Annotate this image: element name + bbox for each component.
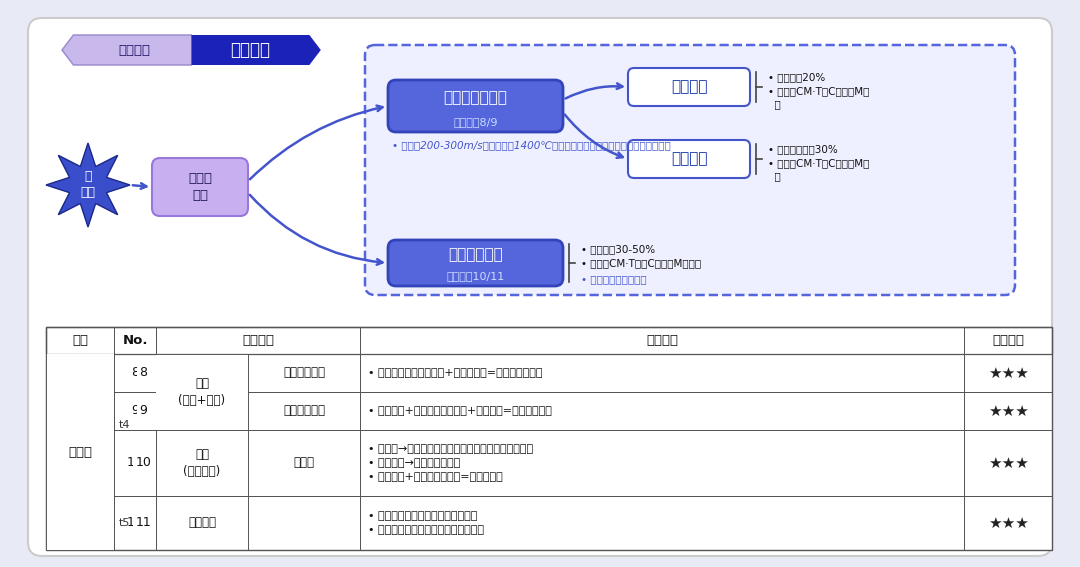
Text: 隔热
(固体残留): 隔热 (固体残留) [184,448,220,478]
Text: 步骤: 步骤 [72,334,87,347]
Text: 热蔓延: 热蔓延 [68,446,92,459]
Text: 影响因素: 影响因素 [242,334,274,347]
Bar [156,430,360,496]
FancyBboxPatch shape [627,140,750,178]
Bar [360,354,964,392]
Bar [964,327,1052,354]
FancyBboxPatch shape [388,240,563,286]
Bar [156,392,360,430]
Bar [46,354,114,392]
Bar [46,392,114,430]
Text: • 电芯开口方向控制引导+模组排气孔=极耳侧双向排气: • 电芯开口方向控制引导+模组排气孔=极耳侧双向排气 [368,368,542,378]
Text: • 速度：200-300m/s、温度高达1400℃、伴随电芯热失控喷发，可喷出到模组外部: • 速度：200-300m/s、温度高达1400℃、伴随电芯热失控喷发，可喷出到… [392,140,671,150]
Bar [964,430,1052,496]
Bar [360,496,964,550]
Bar [156,354,248,430]
Text: 内部气体管理: 内部气体管理 [283,404,325,417]
Bar [156,496,360,550]
Text: 8: 8 [131,366,139,379]
Text: 防火墙: 防火墙 [294,456,314,469]
Bar [156,327,360,354]
Bar [156,354,360,392]
Bar [114,430,156,496]
Text: 设计要点: 设计要点 [646,334,678,347]
Text: 热
失控: 热 失控 [81,171,95,200]
Text: 散热
(气体+颗粒): 散热 (气体+颗粒) [178,358,226,388]
Text: No.: No. [122,334,148,347]
Text: • 热量：CM·T中C较大，M较
  大: • 热量：CM·T中C较大，M较 大 [768,158,869,181]
Bar [360,392,964,430]
Text: • 电芯分组+高温高速气体疏导+气体隔离=独立排气通道: • 电芯分组+高温高速气体疏导+气体隔离=独立排气通道 [368,406,552,416]
Text: • 质量比：大于30%: • 质量比：大于30% [768,144,838,154]
Text: • 持续存在于模组内部: • 持续存在于模组内部 [581,274,647,284]
Text: 影响程度: 影响程度 [993,334,1024,347]
Text: 对策因子10/11: 对策因子10/11 [446,271,504,281]
Text: 高速气体: 高速气体 [671,79,707,95]
Text: 9: 9 [139,404,147,417]
Text: 热蔓延
控制: 热蔓延 控制 [188,172,212,202]
Polygon shape [191,35,321,65]
Text: • 模组框架在高温高压下保持完整性
• 热失控下绝缘防护，避免短路和拉弧: • 模组框架在高温高压下保持完整性 • 热失控下绝缘防护，避免短路和拉弧 [368,511,484,535]
Text: 残余固体物质: 残余固体物质 [448,248,503,263]
Text: 固混颗粒: 固混颗粒 [671,151,707,167]
Bar [360,327,964,354]
Text: ★★★: ★★★ [987,404,1028,418]
Text: 散热
(气体+颗粒): 散热 (气体+颗粒) [178,377,226,407]
Text: 模组排气路径: 模组排气路径 [283,366,325,379]
Bar [114,392,156,430]
Text: ★★★: ★★★ [987,366,1028,380]
Polygon shape [62,35,203,65]
Text: t5: t5 [119,518,130,528]
Text: 高速气固混合体: 高速气固混合体 [444,91,508,105]
FancyBboxPatch shape [365,45,1015,295]
Polygon shape [46,143,130,227]
Text: 对策因子8/9: 对策因子8/9 [454,117,498,127]
Bar [46,327,1052,354]
Bar [964,392,1052,430]
Text: 11: 11 [135,517,151,530]
Text: • 耐高温→低导热系数、耐高温、耐高速气体冲击材料
• 结构支撑→高熔点金属支撑
• 隔热材料+高熔点金属支撑=复合防火墙: • 耐高温→低导热系数、耐高温、耐高速气体冲击材料 • 结构支撑→高熔点金属支撑… [368,444,534,482]
Text: 11: 11 [127,517,143,530]
Bar [114,327,156,354]
Bar [46,354,114,550]
Text: • 热量：CM·T中C很小，M很
  小: • 热量：CM·T中C很小，M很 小 [768,86,869,109]
Bar [46,430,114,496]
Bar [114,496,156,550]
Text: • 质量比：20%: • 质量比：20% [768,72,825,82]
Bar [964,496,1052,550]
Bar [360,430,964,496]
Text: 8: 8 [139,366,147,379]
Text: 结构完整: 结构完整 [188,517,216,530]
FancyBboxPatch shape [152,158,248,216]
Bar [46,327,1052,550]
Text: 结构设计: 结构设计 [230,41,270,59]
FancyBboxPatch shape [28,18,1052,556]
Text: t4: t4 [118,420,130,430]
Bar [964,354,1052,392]
Text: • 质量比：30-50%: • 质量比：30-50% [581,244,656,254]
Text: ★★★: ★★★ [987,515,1028,531]
Text: 材料体系: 材料体系 [119,44,150,57]
Bar [46,327,114,354]
Text: • 热量：CM·T中：C很大，M很大，: • 热量：CM·T中：C很大，M很大， [581,258,701,268]
Text: 10: 10 [127,456,143,469]
FancyBboxPatch shape [627,68,750,106]
Text: 9: 9 [131,404,139,417]
Text: ★★★: ★★★ [987,455,1028,471]
FancyBboxPatch shape [388,80,563,132]
Bar [114,354,156,392]
Bar [46,496,114,550]
Text: 10: 10 [135,456,151,469]
